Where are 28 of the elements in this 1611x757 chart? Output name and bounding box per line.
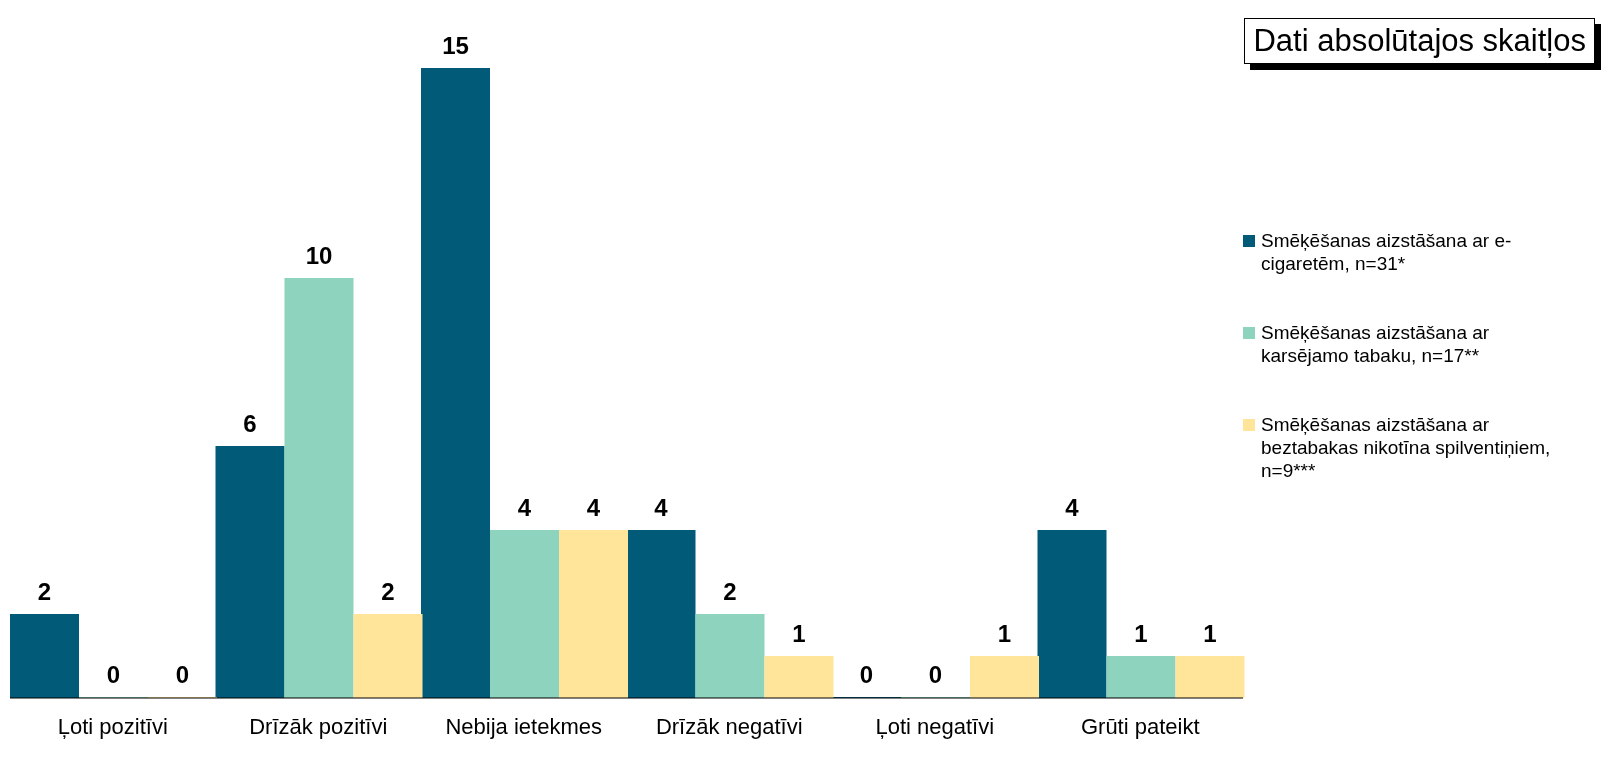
text: Dati absolūtajos skaitļos: [1244, 18, 1595, 64]
data-label: 1: [1134, 620, 1148, 647]
data-label: 2: [37, 578, 52, 605]
data-label: 6: [243, 410, 257, 437]
legend-label: Smēķēšanas aizstāšana ar beztabakas nikotīna spilventiņiem, n=9***: [1261, 412, 1552, 482]
legend-label: Smēķēšanas aizstāšana ar karsējamo tabaku, n=17**: [1261, 320, 1491, 367]
data-label: 0: [175, 661, 190, 688]
data-label: 1: [1203, 620, 1217, 647]
data-label: 4: [654, 494, 669, 521]
x-tick-label: Grūti pateikt: [1080, 713, 1200, 739]
x-tick-label: Ļoti pozitīvi: [57, 713, 168, 739]
data-label: 2: [723, 578, 737, 605]
data-label: 4: [586, 494, 601, 521]
data-label: 10: [305, 242, 333, 269]
legend-label: Smēķēšanas aizstāšana ar e-cigaretēm, n=31*: [1261, 228, 1513, 275]
data-label: 1: [997, 620, 1012, 647]
data-label: 4: [517, 494, 532, 521]
data-label: 1: [792, 620, 806, 647]
x-tick-label: Drīzāk pozitīvi: [249, 713, 388, 739]
data-label: 0: [106, 661, 121, 688]
data-label: 4: [1065, 494, 1080, 521]
x-tick-label: Drīzāk negatīvi: [655, 713, 803, 739]
x-tick-label: Ļoti negatīvi: [875, 713, 995, 739]
data-label: 2: [381, 578, 395, 605]
x-tick-label: Nebija ietekmes: [445, 713, 603, 739]
data-label: 0: [859, 661, 874, 688]
data-label: 15: [442, 32, 469, 59]
data-label: 0: [928, 661, 943, 688]
